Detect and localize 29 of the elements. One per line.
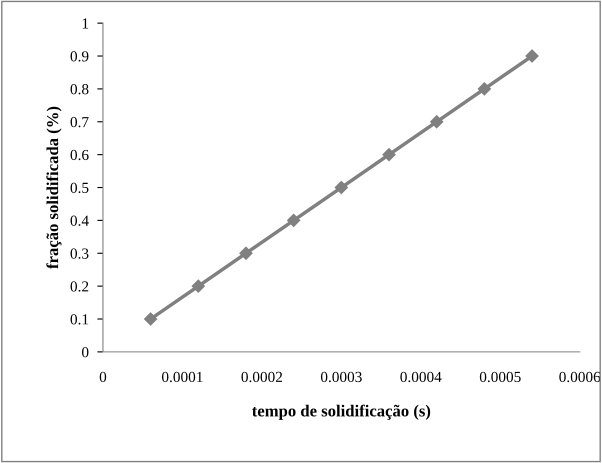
y-axis-title: fração solidificada (%): [46, 106, 62, 269]
x-tick-label: 0.0001: [162, 372, 202, 382]
point: [525, 49, 539, 63]
y-tick-label: 0: [82, 347, 88, 358]
x-tick-label: 0.0004: [400, 372, 442, 382]
y-tick-label: 0.3: [70, 248, 88, 259]
y-tick-label: 0.4: [70, 216, 89, 226]
x-axis-title: tempo de solidificação (s): [252, 404, 430, 420]
point: [192, 280, 205, 293]
point: [334, 180, 348, 194]
x-tick-label: 0.0005: [480, 372, 521, 382]
point: [430, 115, 444, 128]
point: [382, 148, 396, 162]
y-tick-label: 0.6: [70, 150, 89, 160]
x-tick-label: 0.0006: [559, 372, 600, 382]
y-tick-label: 0.1: [70, 314, 88, 325]
x-tick-label: 0.0002: [241, 372, 282, 382]
x-tick-label: 0: [100, 372, 106, 382]
y-tick-label: 0.5: [70, 182, 88, 194]
point: [287, 214, 300, 227]
y-tick-label: 0.7: [70, 116, 89, 128]
point: [478, 82, 491, 96]
y-tick-label: 0.8: [70, 84, 88, 94]
point: [239, 246, 253, 260]
y-tick-label: 1: [82, 18, 88, 28]
point: [144, 312, 158, 326]
x-tick-label: 0.0003: [320, 372, 362, 382]
y-tick-label: 0.9: [70, 51, 88, 62]
y-tick-label: 0.2: [70, 281, 88, 292]
